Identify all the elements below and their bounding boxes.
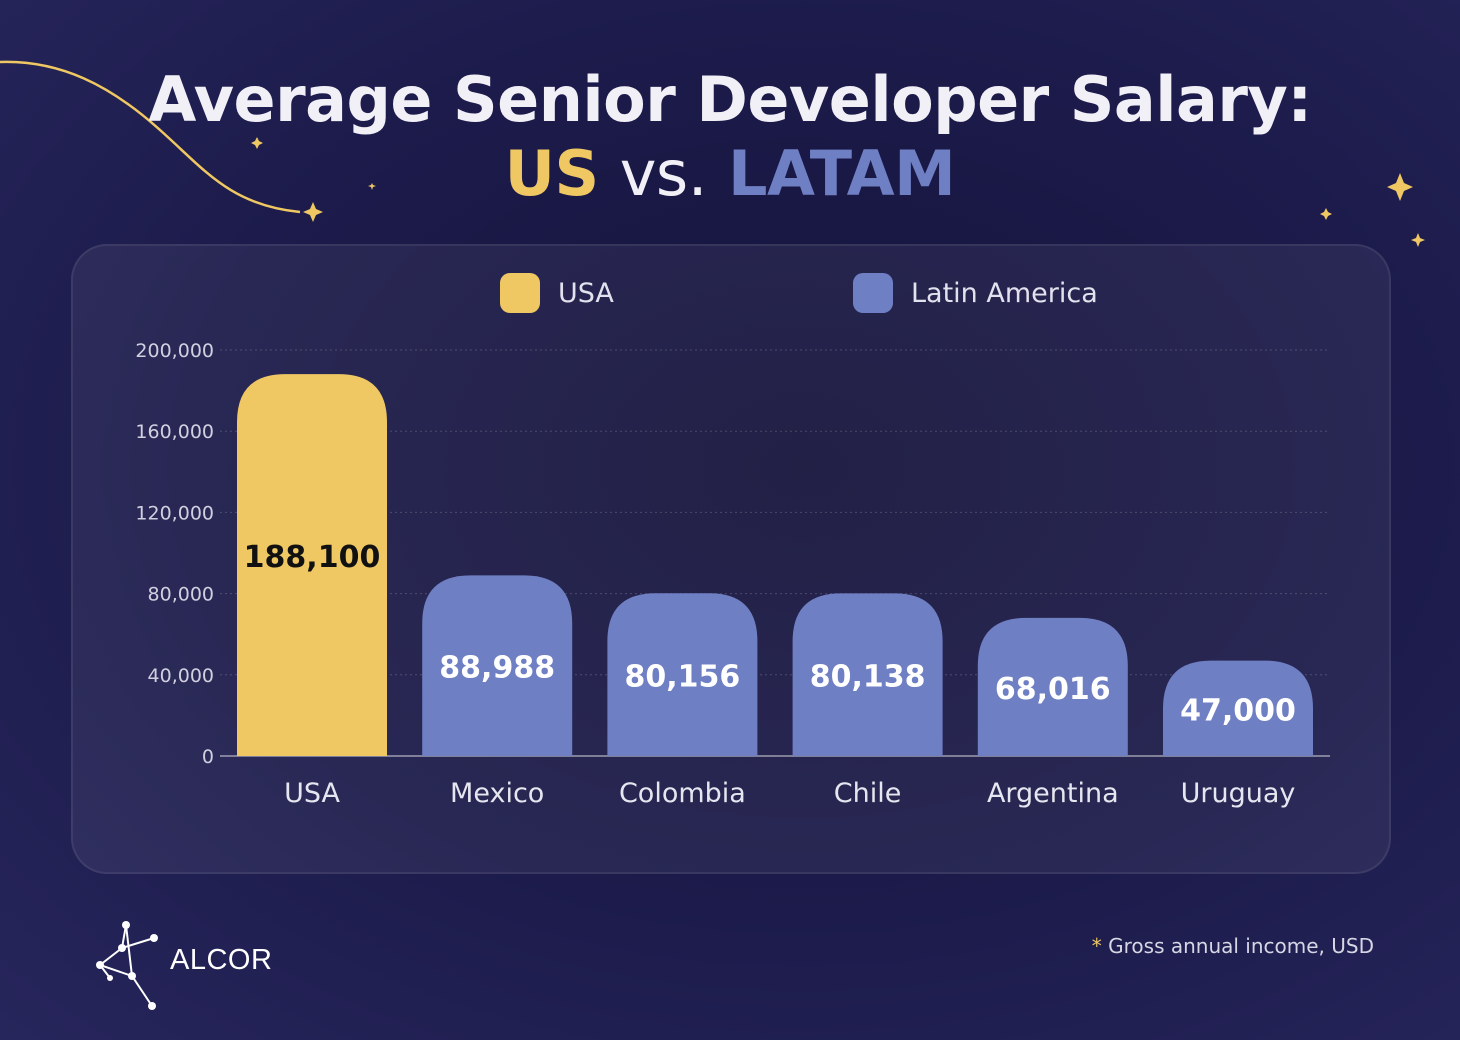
sparkle-icon bbox=[1411, 233, 1425, 247]
legend-item-usa: USA bbox=[500, 272, 614, 314]
subtitle-vs: vs. bbox=[619, 137, 708, 210]
bar bbox=[792, 593, 943, 756]
bar bbox=[422, 575, 573, 756]
y-tick-label: 120,000 bbox=[135, 502, 214, 524]
bar-value-label: 88,988 bbox=[439, 651, 555, 686]
bar bbox=[1163, 660, 1313, 756]
legend-label-usa: USA bbox=[558, 277, 614, 309]
page-title: Average Senior Developer Salary: bbox=[148, 63, 1312, 136]
bar bbox=[237, 374, 387, 756]
y-tick-label: 200,000 bbox=[135, 340, 214, 362]
subtitle-us: US bbox=[504, 137, 600, 210]
legend-item-latin-america: Latin America bbox=[853, 272, 1098, 314]
footnote-text: Gross annual income, USD bbox=[1108, 934, 1374, 958]
bar-value-label: 80,156 bbox=[625, 660, 741, 695]
sparkle-icon bbox=[1387, 173, 1413, 201]
page-subtitle: US vs. LATAM bbox=[0, 136, 1460, 212]
legend-swatch-usa bbox=[500, 273, 540, 313]
subtitle-latam: LATAM bbox=[728, 137, 956, 210]
bar-value-label: 68,016 bbox=[995, 672, 1111, 707]
x-tick-label: USA bbox=[284, 778, 340, 809]
sparkle-icon bbox=[1320, 208, 1332, 220]
x-tick-label: Colombia bbox=[619, 778, 746, 809]
y-tick-label: 160,000 bbox=[135, 421, 214, 443]
legend-label-latin-america: Latin America bbox=[911, 277, 1098, 309]
decorative-curve bbox=[0, 60, 301, 214]
x-tick-label: Chile bbox=[834, 778, 902, 809]
x-tick-label: Argentina bbox=[987, 778, 1119, 809]
footnote: * Gross annual income, USD bbox=[1092, 934, 1374, 958]
brand-name: ALCOR bbox=[170, 944, 273, 976]
x-tick-label: Mexico bbox=[450, 778, 544, 809]
footnote-marker: * bbox=[1091, 934, 1102, 958]
bar bbox=[607, 593, 758, 756]
sparkle-icon bbox=[303, 202, 323, 222]
bar-value-label: 47,000 bbox=[1180, 693, 1296, 728]
y-tick-label: 40,000 bbox=[148, 665, 214, 687]
legend-swatch-latin-america bbox=[853, 273, 893, 313]
bar-value-label: 188,100 bbox=[244, 540, 381, 575]
bar bbox=[977, 617, 1128, 756]
sparkle-icon bbox=[368, 183, 376, 190]
x-tick-label: Uruguay bbox=[1181, 778, 1296, 809]
y-tick-label: 0 bbox=[202, 746, 214, 768]
y-tick-label: 80,000 bbox=[148, 584, 214, 606]
sparkle-icon bbox=[251, 137, 263, 149]
constellation-logo-icon bbox=[96, 921, 158, 1010]
bar-value-label: 80,138 bbox=[810, 660, 926, 695]
